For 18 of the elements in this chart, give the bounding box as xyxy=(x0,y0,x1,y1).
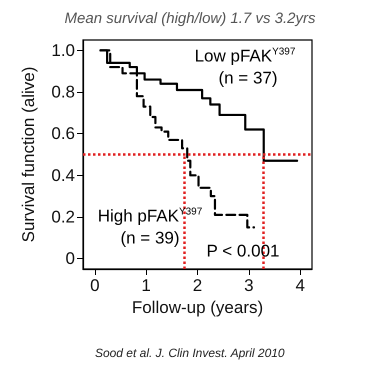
x-tick-label: 4 xyxy=(295,276,305,295)
text: Sood et al. J. Clin Invest. April 2010 xyxy=(94,346,285,360)
x-tick-label: 2 xyxy=(192,276,202,295)
x-axis-title: Follow-up (years) xyxy=(132,298,264,317)
annotation: P < 0.001 xyxy=(206,242,280,260)
x-tick-label: 0 xyxy=(90,276,100,295)
y-tick-label: 0.8 xyxy=(51,82,75,102)
y-tick-label: 0.2 xyxy=(51,207,75,226)
annotation: (n = 37) xyxy=(218,68,278,88)
x-tick-label: 1 xyxy=(141,276,151,295)
y-tick-label: 0.6 xyxy=(51,124,75,144)
x-tick-label: 3 xyxy=(244,276,254,295)
y-tick-label: 0.4 xyxy=(51,166,75,185)
y-tick-label: 0 xyxy=(66,249,75,268)
chart-title: Mean survival (high/low) 1.7 vs 3.2yrs xyxy=(64,10,316,27)
y-tick-label: 1.0 xyxy=(51,40,75,60)
annotation: (n = 39) xyxy=(120,228,180,248)
y-axis-title: Survival function (alive) xyxy=(19,66,38,242)
